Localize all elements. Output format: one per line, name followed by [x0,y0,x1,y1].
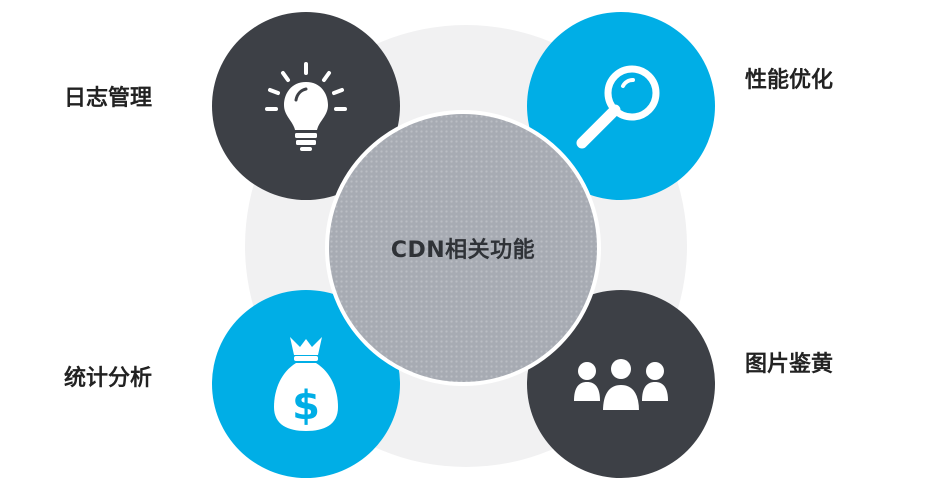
svg-text:$: $ [292,383,320,429]
lightbulb-icon [265,62,347,151]
center-circle: CDN相关功能 [325,110,601,386]
image-moderation-label: 图片鉴黄 [745,352,834,377]
people-icon [574,357,668,412]
money-bag-icon: $ [274,337,338,431]
magnifier-icon [576,65,660,149]
statistical-analysis-label: 统计分析 [64,366,153,391]
center-label: CDN相关功能 [390,238,536,263]
log-management-circle [212,12,400,200]
performance-optimization-label: 性能优化 [745,68,834,93]
log-management-label: 日志管理 [64,86,153,111]
